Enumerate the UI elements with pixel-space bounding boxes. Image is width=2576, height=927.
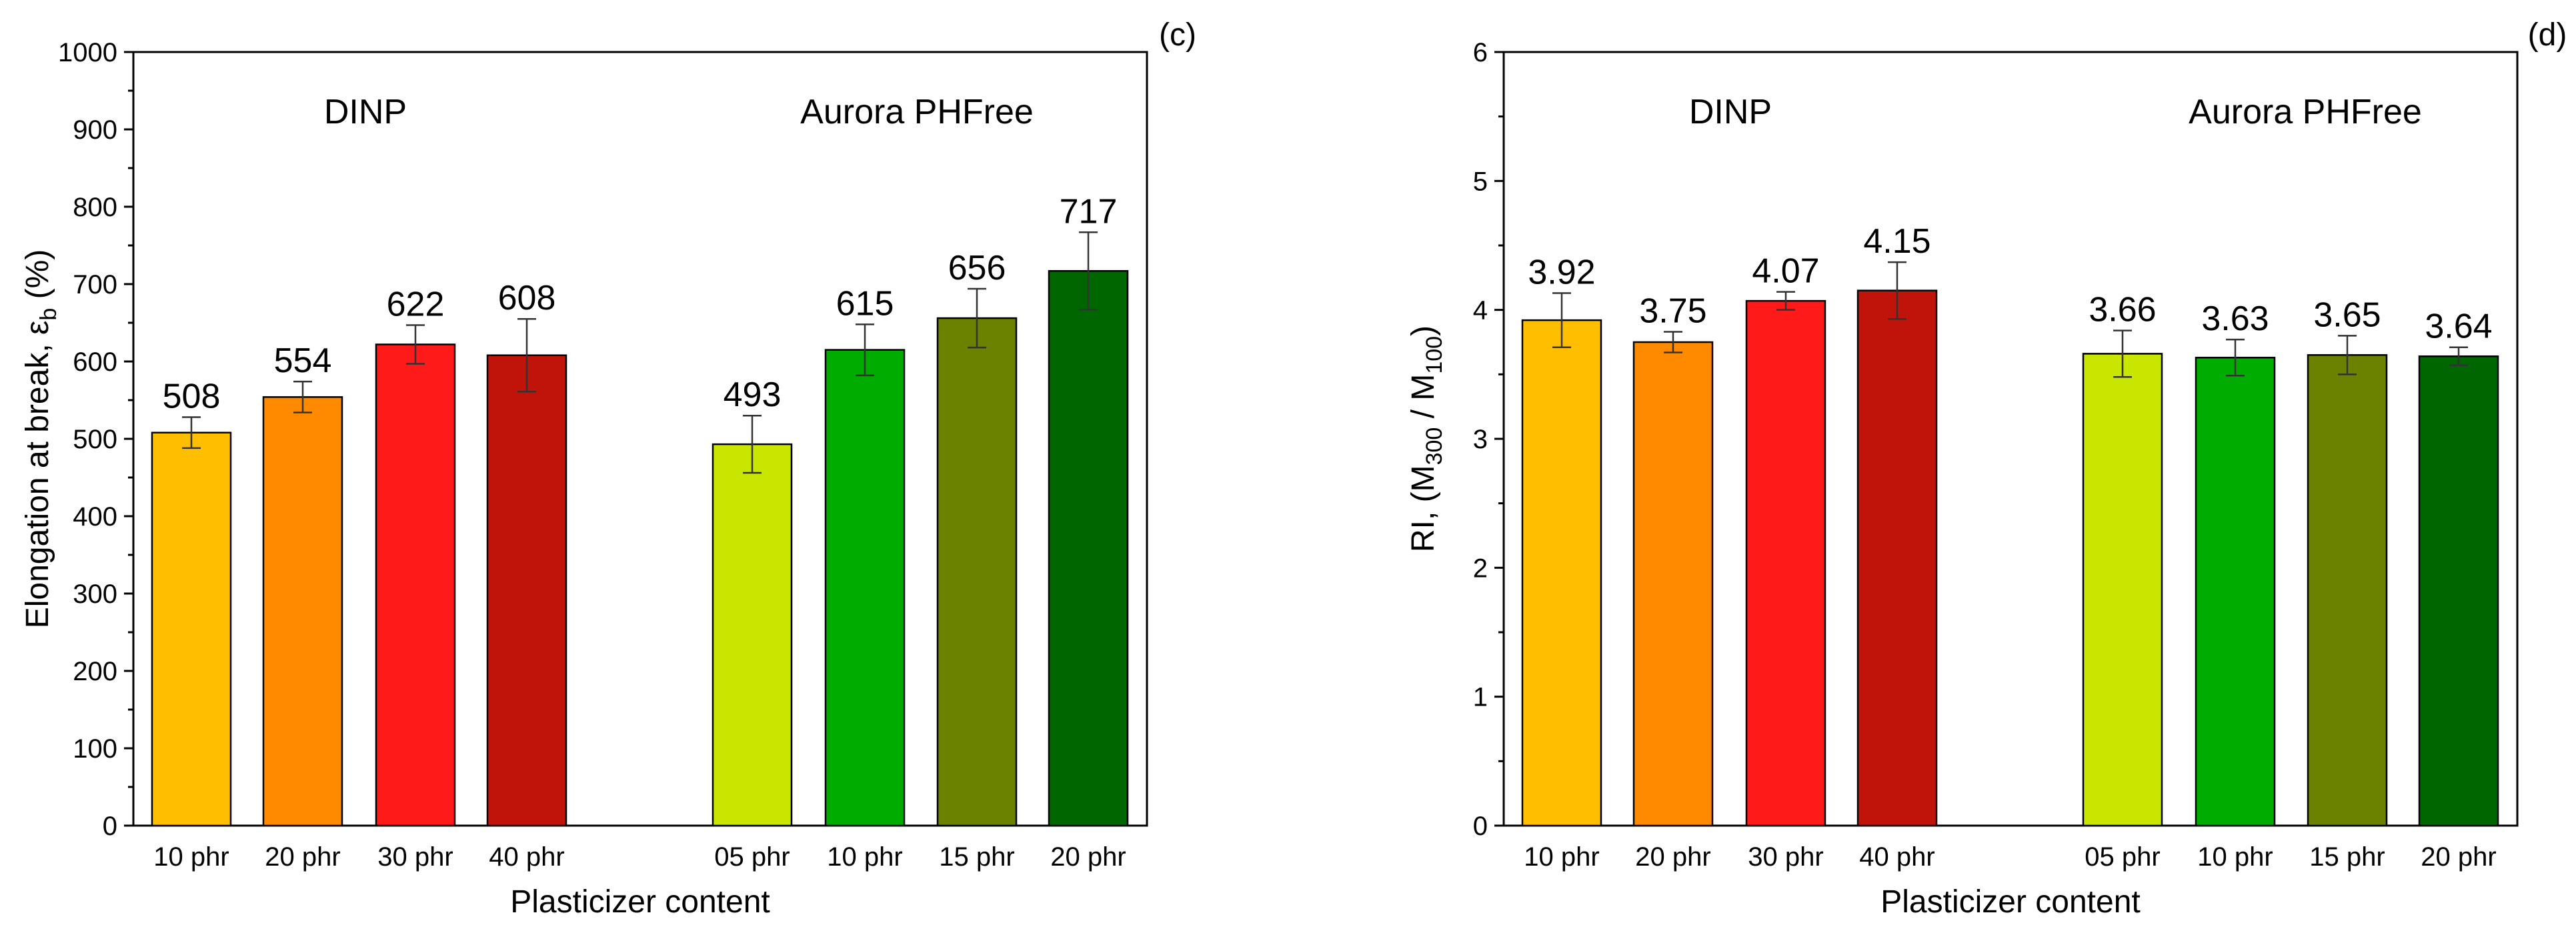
data-label: 717 — [1060, 192, 1118, 231]
bar — [1632, 341, 1714, 827]
y-tick-label-c: 900 — [73, 115, 117, 145]
y-tick-label-d: 4 — [1473, 296, 1488, 325]
data-label: 3.75 — [1639, 292, 1706, 331]
bar — [486, 354, 567, 827]
data-label: 508 — [163, 377, 221, 416]
bar — [712, 443, 793, 827]
data-label: 554 — [274, 341, 332, 380]
data-label: 3.63 — [2201, 299, 2269, 338]
y-tick-label-c: 300 — [73, 580, 117, 609]
data-label: 3.92 — [1528, 253, 1595, 292]
x-tick-label-c: 10 phr — [153, 842, 229, 872]
y-axis-title-tail-c: (%) — [20, 249, 55, 308]
bar — [824, 349, 906, 827]
x-tick-label-d: 20 phr — [1635, 842, 1710, 872]
data-label: 615 — [836, 284, 894, 323]
y-tick-label-d: 5 — [1473, 167, 1488, 196]
y-axis-title-mid-d: / M — [1406, 374, 1441, 427]
chart-panel-c: 0 100 200 300 400 500 600 700 800 900 1000 508 554 6… — [20, 17, 1196, 920]
group-label-aurora-d: Aurora PHFree — [2189, 93, 2422, 131]
data-label: 3.65 — [2313, 295, 2381, 334]
x-tick-label-d: 10 phr — [1524, 842, 1599, 872]
bars-d: 3.92 3.75 4.07 4.15 3.66 3.63 3.65 3.64 — [1521, 222, 2499, 827]
y-axis-title-suffix-d: ) — [1406, 325, 1441, 336]
bar — [375, 343, 456, 827]
panel-label-d: (d) — [2528, 17, 2567, 53]
group-label-aurora-c: Aurora PHFree — [800, 93, 1034, 131]
bar — [1521, 319, 1602, 827]
y-axis-title-prefix-d: RI, (M — [1406, 465, 1441, 552]
y-tick-label-c: 500 — [73, 425, 117, 454]
x-tick-label-c: 30 phr — [377, 842, 453, 872]
data-label: 4.07 — [1752, 252, 1819, 291]
bar — [2082, 353, 2163, 827]
x-tick-label-d: 05 phr — [2085, 842, 2160, 872]
y-axis-title-sub-c: b — [36, 308, 61, 321]
y-axis-title-sub2-d: 100 — [1422, 336, 1447, 374]
bar — [1048, 270, 1129, 827]
y-tick-label-d: 3 — [1473, 425, 1488, 454]
y-axis-c: 0 100 200 300 400 500 600 700 800 900 1000 — [58, 38, 133, 841]
x-tick-label-d: 20 phr — [2421, 842, 2496, 872]
bar — [2195, 356, 2276, 827]
bar — [936, 317, 1018, 827]
bar — [1856, 289, 1938, 827]
group-label-dinp-c: DINP — [324, 93, 407, 131]
bar — [262, 396, 343, 827]
data-label: 3.66 — [2089, 291, 2156, 329]
x-tick-label-c: 05 phr — [714, 842, 790, 872]
x-tick-label-c: 20 phr — [1050, 842, 1126, 872]
data-label: 608 — [498, 279, 556, 317]
bars-c: 508 554 622 608 493 615 656 717 — [151, 192, 1129, 827]
y-tick-label-d: 6 — [1473, 38, 1488, 67]
x-axis-c: 10 phr 20 phr 30 phr 40 phr 05 phr 10 phr 15 p… — [153, 842, 1126, 872]
y-tick-label-c: 600 — [73, 347, 117, 377]
y-tick-label-c: 400 — [73, 502, 117, 532]
x-tick-label-d: 30 phr — [1748, 842, 1823, 872]
y-tick-label-d: 2 — [1473, 554, 1488, 583]
y-tick-label-c: 1000 — [58, 38, 117, 67]
x-tick-label-d: 40 phr — [1859, 842, 1935, 872]
chart-panel-d: 0 1 2 3 4 5 6 3.92 3.75 4.07 4.15 3.66 3.63 3.65 3.64… — [1406, 17, 2567, 920]
x-tick-label-c: 10 phr — [827, 842, 902, 872]
y-axis-title-sub1-d: 300 — [1422, 427, 1447, 466]
y-axis-d: 0 1 2 3 4 5 6 — [1473, 38, 1504, 841]
x-tick-label-d: 15 phr — [2309, 842, 2385, 872]
y-tick-label-c: 0 — [103, 812, 117, 841]
x-axis-title-d: Plasticizer content — [1880, 884, 2141, 920]
y-tick-label-c: 800 — [73, 193, 117, 222]
x-tick-label-d: 10 phr — [2197, 842, 2273, 872]
y-tick-label-d: 0 — [1473, 812, 1488, 841]
x-tick-label-c: 40 phr — [489, 842, 564, 872]
y-tick-label-c: 700 — [73, 270, 117, 299]
data-label: 622 — [387, 285, 445, 323]
data-label: 4.15 — [1863, 222, 1930, 261]
panel-label-c: (c) — [1159, 17, 1196, 53]
x-axis-title-c: Plasticizer content — [510, 884, 770, 920]
y-axis-title-c: Elongation at break, εb (%) — [20, 249, 61, 629]
x-axis-d: 10 phr 20 phr 30 phr 40 phr 05 phr 10 phr 15 p… — [1524, 842, 2496, 872]
y-tick-label-c: 200 — [73, 657, 117, 686]
group-label-dinp-d: DINP — [1689, 93, 1772, 131]
bar — [2418, 355, 2499, 827]
bar — [151, 431, 232, 827]
x-tick-label-c: 20 phr — [265, 842, 340, 872]
y-axis-title-d: RI, (M300 / M100) — [1406, 325, 1447, 552]
bar — [2307, 354, 2388, 827]
y-tick-label-d: 1 — [1473, 683, 1488, 712]
data-label: 493 — [724, 375, 782, 414]
bar — [1745, 299, 1826, 827]
y-tick-label-c: 100 — [73, 734, 117, 764]
data-label: 656 — [948, 249, 1006, 287]
x-tick-label-c: 15 phr — [939, 842, 1014, 872]
y-axis-title-main-c: Elongation at break, ε — [20, 321, 55, 629]
data-label: 3.64 — [2425, 307, 2492, 346]
